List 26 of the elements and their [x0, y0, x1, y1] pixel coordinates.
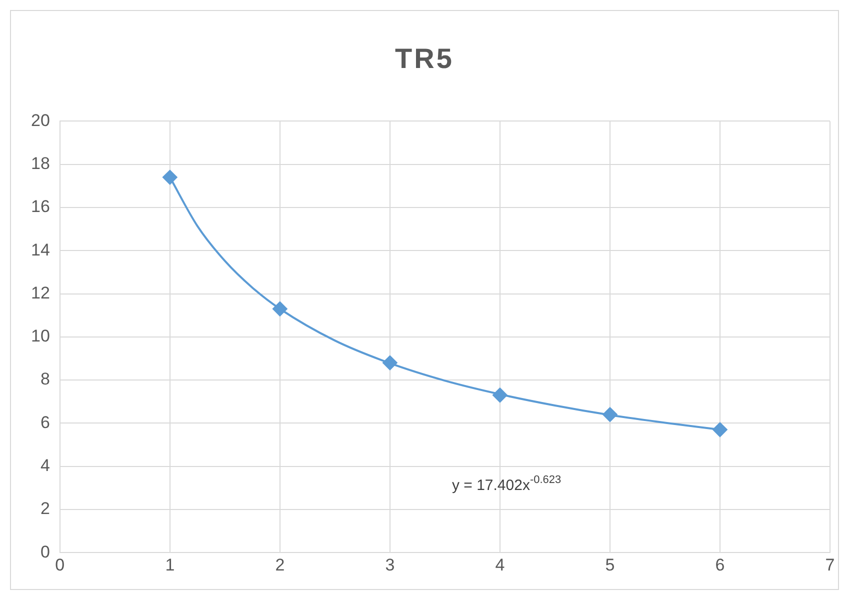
x-tick-label: 6 [715, 555, 725, 574]
y-tick-label: 16 [30, 197, 50, 216]
y-tick-label: 10 [30, 326, 50, 346]
y-tick-label: 6 [40, 412, 50, 432]
y-tick-label: 12 [30, 283, 50, 302]
point [382, 355, 398, 370]
x-tick-label: 2 [275, 555, 285, 574]
point [272, 301, 288, 316]
y-tick-label: 20 [30, 110, 50, 130]
chart-title: TR5 [394, 43, 455, 75]
point [162, 170, 178, 185]
x-tick-label: 0 [55, 555, 65, 574]
x-tick-label: 4 [495, 555, 505, 574]
y-tick-label: 8 [40, 370, 50, 389]
y-tick-label: 14 [30, 240, 50, 260]
point [602, 407, 618, 422]
point [712, 422, 728, 438]
y-tick-label: 2 [40, 499, 50, 518]
x-tick-label: 7 [825, 555, 835, 574]
x-tick-label: 3 [385, 555, 395, 574]
x-tick-label: 1 [165, 555, 175, 574]
x-tick-label: 5 [605, 555, 615, 574]
y-tick-label: 18 [30, 154, 50, 174]
y-tick-label: 0 [40, 542, 50, 562]
point [492, 388, 508, 403]
y-tick-label: 4 [40, 456, 50, 476]
